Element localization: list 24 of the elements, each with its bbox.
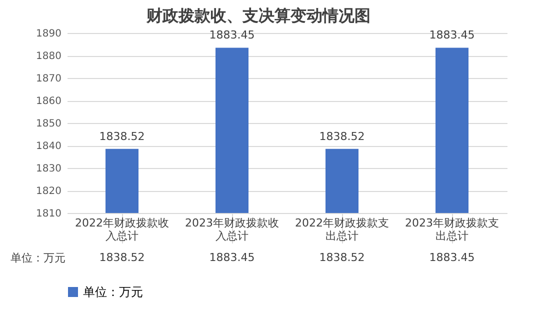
y-tick-label: 1870	[36, 74, 62, 84]
y-tick-label: 1830	[36, 164, 62, 174]
y-tick-label: 1840	[36, 141, 62, 152]
annotation: 1883.45	[209, 28, 255, 42]
annotation: 1838.52	[319, 130, 365, 143]
text: 单位：万元	[10, 252, 66, 264]
chart-title: 财政拨款收、支决算变动情况图	[146, 6, 370, 25]
y-tick-label: 1880	[36, 51, 62, 62]
y-tick-label: 1890	[36, 28, 62, 40]
data-label: 1838.52	[99, 251, 145, 264]
y-tick-label: 1860	[36, 96, 62, 107]
y-tick-label: 1820	[36, 186, 62, 197]
data-label: 1838.52	[319, 251, 365, 264]
data-label: 1883.45	[429, 251, 475, 264]
y-tick-label: 1850	[36, 118, 62, 130]
y-tick-label: 1810	[36, 208, 62, 220]
x-tick-label: 2023年财政拨款收入总计	[185, 216, 279, 242]
x-tick-label: 2022年财政拨款收入总计	[75, 216, 169, 242]
x-tick-label: 2023年财政拨款支出总计	[405, 216, 499, 242]
x-tick-label: 2022年财政拨款支出总计	[295, 216, 389, 242]
legend-label: 单位：万元	[83, 285, 143, 299]
annotation: 1883.45	[429, 28, 475, 42]
data-label: 1883.45	[209, 251, 255, 264]
annotation: 1838.52	[99, 130, 145, 143]
